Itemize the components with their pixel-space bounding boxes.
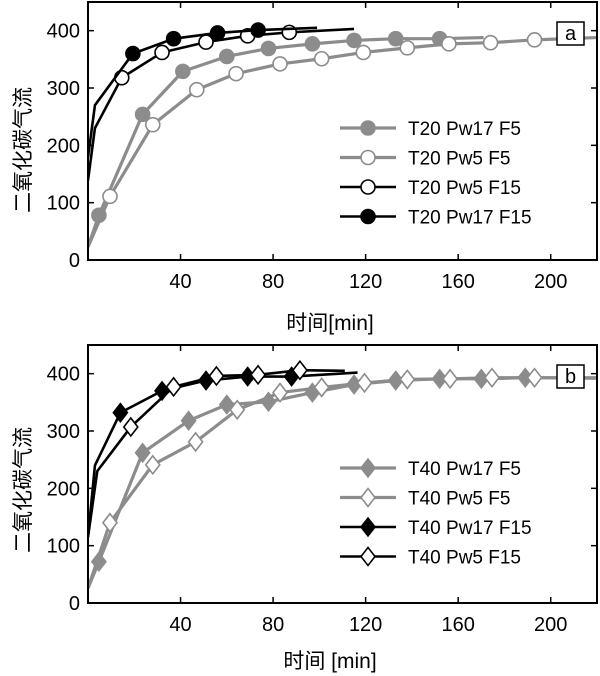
data-point [387, 30, 404, 47]
data-point [144, 454, 161, 476]
data-point [260, 40, 277, 57]
data-point [188, 81, 205, 98]
data-point [113, 69, 130, 86]
legend-label: T40 Pw5 F5 [408, 489, 510, 510]
panel-a: 0 100 200 300 400 40 80 120 160 200 T20 Pw17 F5 T20… [12, 1, 598, 335]
plot-frame [87, 344, 598, 604]
panel-label: b [565, 366, 576, 388]
legend-label: T40 Pw17 F5 [408, 459, 521, 480]
x-tick-label: 200 [534, 614, 567, 636]
series-t20-pw5-f5 [88, 32, 597, 248]
plot-frame [87, 1, 598, 261]
y-tick-label: 100 [47, 193, 80, 215]
data-point [526, 32, 543, 48]
data-point [356, 372, 373, 394]
legend-marker [360, 149, 376, 166]
y-tick-label: 100 [47, 536, 80, 558]
legend-label: T20 Pw5 F15 [408, 178, 521, 199]
data-point [346, 32, 362, 49]
data-point [208, 365, 225, 387]
series-line [88, 371, 358, 538]
data-point [112, 402, 129, 423]
legend-marker [360, 179, 376, 195]
y-tick-label: 200 [47, 478, 80, 500]
x-tick-label: 40 [169, 271, 191, 293]
data-point [228, 65, 244, 82]
data-point [313, 377, 330, 398]
data-point [399, 369, 416, 390]
y-tick-label: 0 [69, 250, 80, 272]
y-axis-label: 二氧化碳气流 [12, 427, 35, 553]
legend-marker [360, 120, 376, 136]
panel-label: a [565, 23, 577, 45]
x-axis-label: 时间[min] [286, 312, 374, 335]
x-tick-label: 120 [349, 614, 382, 636]
data-point [250, 22, 266, 38]
data-point [209, 25, 226, 41]
legend-label: T20 Pw5 F5 [408, 149, 510, 170]
panel-b: 0 100 200 300 400 40 80 120 160 200 T40 Pw17 F5 T40… [12, 344, 598, 673]
data-point [313, 50, 330, 67]
y-tick-label: 200 [47, 135, 80, 157]
series-t20-pw17-f15 [88, 22, 318, 158]
data-point [219, 48, 235, 65]
data-point [483, 367, 500, 388]
x-tick-label: 80 [262, 271, 284, 293]
legend-marker [360, 208, 376, 225]
legend-marker [359, 516, 377, 538]
legend-marker [359, 487, 377, 508]
data-point [154, 44, 170, 61]
data-point [101, 512, 118, 534]
data-point [526, 367, 543, 388]
data-point [125, 45, 141, 62]
data-point [272, 382, 289, 403]
x-tick-label: 40 [169, 614, 191, 636]
x-tick-label: 80 [262, 614, 284, 636]
data-point [165, 30, 182, 47]
y-tick-label: 0 [69, 593, 80, 615]
data-point [198, 34, 214, 50]
data-point [144, 116, 161, 133]
data-point [482, 34, 499, 51]
data-point [134, 442, 151, 464]
data-point [442, 368, 459, 390]
data-point [175, 63, 191, 80]
x-tick-label: 200 [534, 271, 567, 293]
legend-marker [359, 546, 377, 567]
data-point [102, 188, 118, 205]
panel-label-box [556, 364, 585, 389]
legend-marker [359, 457, 377, 479]
y-tick-label: 300 [47, 78, 80, 100]
data-point [291, 359, 308, 381]
data-point [250, 364, 267, 386]
x-tick-label: 160 [441, 614, 474, 636]
legend-label: T20 Pw17 F15 [408, 208, 532, 229]
series-t40-pw5-f5 [88, 367, 597, 589]
data-point [229, 399, 246, 421]
data-point [272, 56, 288, 72]
data-point [180, 410, 197, 431]
legend-label: T20 Pw17 F5 [408, 119, 521, 140]
data-point [399, 40, 416, 56]
panel-label-box [556, 21, 585, 46]
legend-label: T40 Pw17 F15 [408, 518, 532, 539]
data-point [187, 431, 204, 453]
data-point [441, 36, 457, 52]
data-point [355, 44, 372, 61]
x-tick-label: 160 [441, 271, 474, 293]
y-tick-label: 300 [47, 421, 80, 443]
data-point [122, 416, 139, 438]
y-tick-label: 400 [47, 364, 80, 386]
series-t40-pw5-f15 [88, 359, 345, 538]
legend-label: T40 Pw5 F15 [408, 548, 521, 569]
y-axis-label: 二氧化碳气流 [12, 87, 35, 213]
data-point [134, 106, 151, 123]
x-tick-label: 120 [349, 271, 382, 293]
data-point [304, 36, 321, 52]
y-tick-label: 400 [47, 21, 80, 43]
x-axis-label: 时间 [min] [283, 650, 376, 673]
data-point [165, 376, 182, 398]
